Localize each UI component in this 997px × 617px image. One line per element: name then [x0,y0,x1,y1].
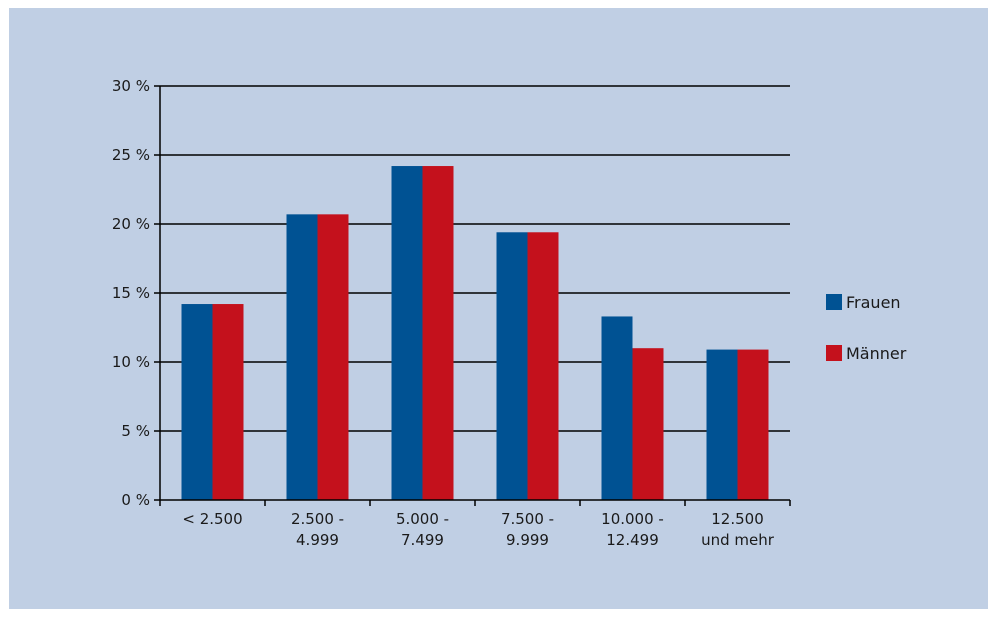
x-tick-labels: < 2.500 2.500 -4.999 5.000 -7.499 7.500 -9.… [182,510,774,549]
x-tick-label: < 2.500 [182,510,242,528]
bar-frauen-1 [286,214,318,500]
legend-swatch [826,345,842,361]
bar-frauen-0 [181,304,213,500]
legend-label: Frauen [846,293,901,312]
x-tick-label: 12.500 und mehr [701,510,775,549]
x-tick-label: 2.500 -4.999 [291,510,344,549]
bar-frauen-2 [391,166,423,501]
y-tick-label: 0 % [121,491,150,509]
y-tick-label: 10 % [112,353,150,371]
bar-frauen-3 [496,232,528,500]
bar-frauen-4 [601,316,633,500]
y-tick-label: 15 % [112,284,150,302]
bar-m-nner-1 [317,214,349,500]
y-tick-label: 30 % [112,77,150,95]
y-tick-label: 5 % [121,422,150,440]
y-tick-labels: 0 % 5 % 10 % 15 % 20 % 25 % 30 % [112,77,150,509]
bar-frauen-5 [706,349,738,500]
legend-label: Männer [846,344,907,363]
bar-m-nner-3 [527,232,559,500]
bar-m-nner-2 [422,166,454,501]
x-tick-label: 10.000 -12.499 [601,510,664,549]
bar-m-nner-0 [212,304,244,500]
bar-m-nner-4 [632,348,664,500]
bar-m-nner-5 [737,349,769,500]
y-tick-label: 20 % [112,215,150,233]
axes [154,85,791,506]
legend-swatch [826,294,842,310]
legend: Frauen Männer [826,293,907,363]
bars [181,166,769,501]
y-tick-label: 25 % [112,146,150,164]
gridlines [160,85,790,432]
x-tick-label: 7.500 -9.999 [501,510,554,549]
x-tick-label: 5.000 -7.499 [396,510,449,549]
